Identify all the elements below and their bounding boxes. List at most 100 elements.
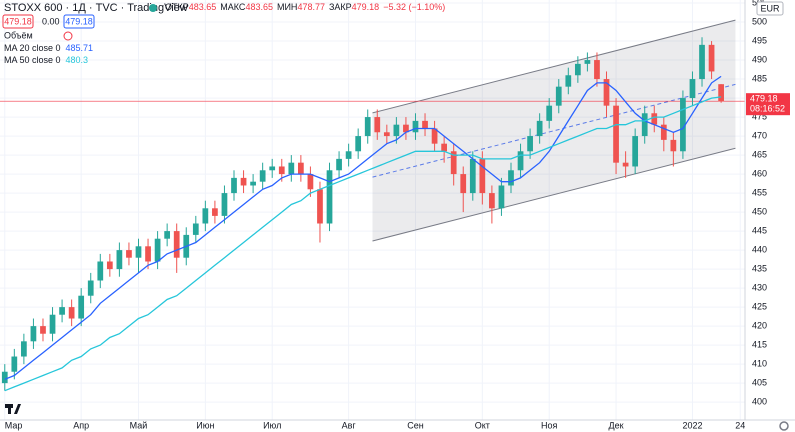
plot	[0, 19, 745, 392]
candle-body	[613, 105, 619, 163]
candle-body	[383, 132, 390, 137]
candle-body	[355, 136, 362, 152]
ask-box	[63, 14, 95, 29]
candle-body	[708, 44, 715, 72]
candle-body	[212, 208, 218, 216]
candle-body	[670, 139, 677, 152]
candle-body	[660, 124, 667, 140]
candle-body	[1, 371, 8, 384]
axes: 400 405 410 415 420 425 430 435 440 445 450 455 460 4…	[5, 0, 767, 430]
y-tick-label: 495	[752, 35, 767, 45]
warning-icon[interactable]	[63, 31, 73, 41]
y-tick-label: 435	[752, 263, 767, 273]
status-dot	[149, 4, 157, 12]
tv-logo[interactable]	[5, 404, 21, 414]
x-tick-label: Окт	[475, 420, 490, 430]
ma-legend: MA 20 close 0 485.71	[4, 43, 93, 53]
y-tick-label: 490	[752, 54, 767, 64]
candle-body	[412, 120, 419, 133]
y-tick-label: 470	[752, 130, 767, 140]
candle-body	[154, 238, 161, 262]
candle-body	[116, 250, 123, 270]
candle-body	[173, 231, 180, 258]
legend-name: MA 50 close 0	[4, 55, 61, 65]
y-tick-label: 465	[752, 149, 767, 159]
candle-body	[536, 120, 543, 137]
candle-body	[30, 326, 37, 342]
candle-body	[680, 98, 686, 152]
price-label: 479.18	[750, 94, 778, 104]
ask: 479.18	[65, 16, 93, 26]
ohlc-label: ОТКР	[165, 2, 189, 12]
x-tick-label: Мар	[5, 420, 23, 430]
candle-body	[374, 117, 381, 133]
countdown: 08:16:52	[750, 104, 785, 114]
candle-body	[269, 166, 276, 171]
bid-box	[2, 14, 34, 29]
candle-body	[59, 307, 65, 315]
ohlc-label: МАКС	[220, 2, 246, 12]
candle-body	[403, 124, 409, 133]
y-tick-label: 405	[752, 378, 767, 388]
change: −5.32 (−1.10%)	[383, 2, 445, 12]
candle-body	[641, 113, 648, 137]
candle-body	[135, 246, 142, 258]
x-tick-label: Ноя	[541, 420, 558, 430]
candle-body	[231, 177, 237, 194]
settings-icon[interactable]	[779, 421, 789, 431]
candle-body	[307, 174, 314, 190]
candle-body	[422, 120, 428, 129]
y-axis-bg	[745, 0, 795, 432]
candle-body	[326, 170, 333, 224]
candle-body	[49, 314, 56, 334]
ohlc: ОТКР483.65 МАКС483.65 МИН478.77 ЗАКР479.18−…	[165, 2, 445, 12]
candle-body	[555, 86, 562, 106]
candle-body	[450, 151, 457, 175]
ma-line	[4, 75, 722, 380]
candle-body	[441, 143, 447, 152]
x-tick-label: Июл	[263, 420, 281, 430]
candle-body	[250, 181, 256, 186]
candle-body	[68, 307, 75, 319]
ma-legend: MA 50 close 0 480.3	[4, 55, 88, 65]
ohlc-label: ЗАКР	[329, 2, 352, 12]
candle-body	[40, 326, 46, 334]
candle-body	[364, 117, 371, 137]
y-tick-label: 400	[752, 397, 767, 407]
channel-line	[372, 19, 736, 114]
price-label-box	[746, 93, 790, 116]
candle-body	[78, 295, 85, 319]
candle-body	[240, 177, 247, 186]
candle-body	[603, 79, 610, 106]
candle-body	[192, 223, 199, 235]
x-tick-label: Дек	[609, 420, 624, 430]
y-tick-label: 425	[752, 301, 767, 311]
candle-body	[527, 136, 533, 152]
symbol: STOXX 600 · 1Д · TVC · TradingView	[4, 2, 188, 14]
channel-line	[372, 147, 736, 242]
volume-label: Объём	[4, 30, 33, 40]
candle-body	[517, 151, 524, 171]
x-tick-label: Сен	[407, 420, 424, 430]
candle-body	[489, 193, 495, 209]
candle-body	[259, 170, 266, 182]
ohlc-label: МИН	[277, 2, 297, 12]
x-axis-bg	[0, 420, 795, 432]
candle-body	[87, 280, 94, 296]
ohlc-value: 483.65	[189, 2, 217, 12]
x-tick-label: Апр	[73, 420, 89, 430]
ma-line	[4, 96, 722, 392]
legend-name: MA 20 close 0	[4, 43, 61, 53]
candle-body	[508, 170, 514, 186]
y-tick-label: 450	[752, 206, 767, 216]
y-tick-label: 475	[752, 111, 767, 121]
candle-body	[460, 174, 467, 194]
candle-body	[202, 208, 209, 224]
y-tick-label: 445	[752, 225, 767, 235]
candle-body	[632, 136, 639, 167]
currency-box[interactable]	[756, 1, 784, 16]
y-tick-label: 500	[752, 16, 767, 26]
candle-body	[584, 60, 591, 64]
y-tick-label: 440	[752, 244, 767, 254]
candle-body	[126, 250, 132, 258]
